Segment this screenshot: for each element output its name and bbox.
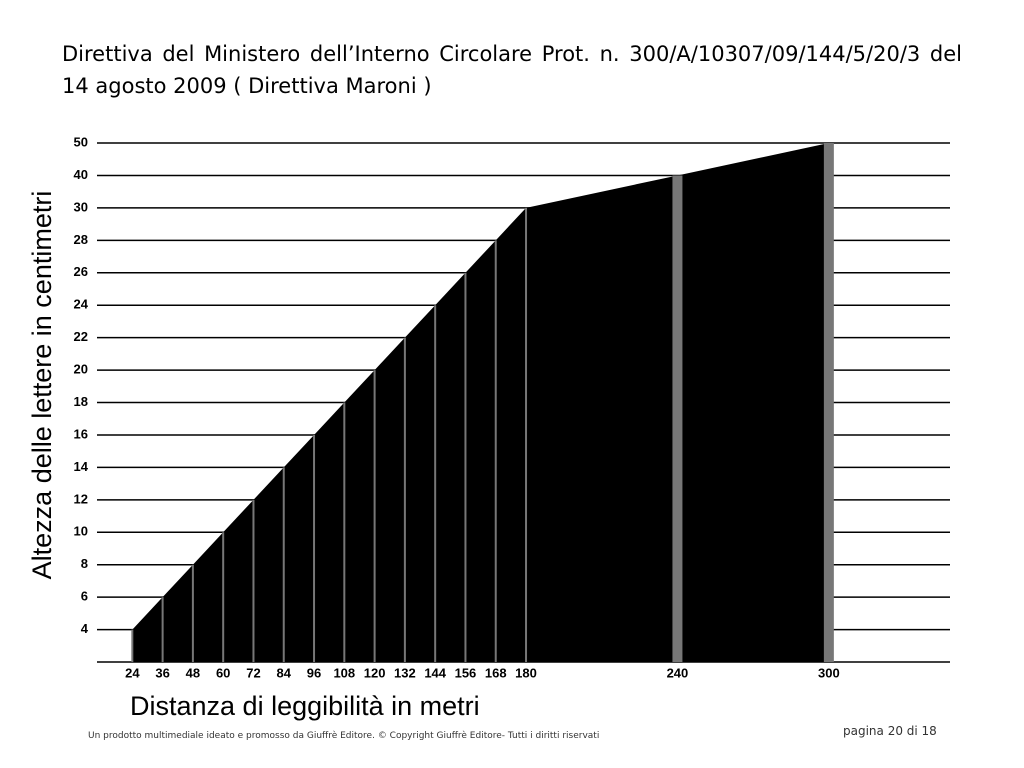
page-number: pagina 20 di 18 xyxy=(843,724,937,738)
y-tick-label: 24 xyxy=(74,297,89,312)
y-tick-label: 30 xyxy=(74,199,88,214)
x-axis-title: Distanza di leggibilità in metri xyxy=(130,691,480,721)
y-axis-title: Altezza delle lettere in centimetri xyxy=(27,191,57,580)
x-tick-label: 108 xyxy=(333,665,355,680)
y-tick-label: 16 xyxy=(74,426,88,441)
x-tick-label: 36 xyxy=(155,665,169,680)
y-tick-label: 8 xyxy=(81,556,88,571)
y-tick-label: 6 xyxy=(81,589,88,604)
y-tick-label: 28 xyxy=(74,232,88,247)
y-tick-label: 22 xyxy=(74,329,88,344)
y-tick-label: 40 xyxy=(74,167,88,182)
x-tick-label: 48 xyxy=(186,665,200,680)
x-tick-label: 300 xyxy=(818,665,840,680)
y-tick-label: 10 xyxy=(74,524,88,539)
x-tick-label: 72 xyxy=(246,665,260,680)
y-tick-label: 4 xyxy=(81,621,89,636)
x-tick-label: 132 xyxy=(394,665,416,680)
y-tick-label: 18 xyxy=(74,394,88,409)
x-tick-label: 84 xyxy=(277,665,292,680)
x-tick-label: 60 xyxy=(216,665,230,680)
x-tick-label: 156 xyxy=(455,665,477,680)
y-tick-label: 14 xyxy=(74,459,89,474)
x-tick-label: 240 xyxy=(667,665,689,680)
x-tick-label: 144 xyxy=(424,665,446,680)
area xyxy=(132,143,829,662)
y-tick-label: 50 xyxy=(74,134,88,149)
x-tick-label: 96 xyxy=(307,665,321,680)
x-tick-label: 180 xyxy=(515,665,537,680)
x-tick-label: 168 xyxy=(485,665,507,680)
y-tick-label: 12 xyxy=(74,491,88,506)
slide-title: Direttiva del Ministero dell’Interno Cir… xyxy=(62,42,962,98)
y-tick-label: 20 xyxy=(74,362,88,377)
footer-note: Un prodotto multimediale ideato e promos… xyxy=(88,731,600,741)
x-tick-label: 120 xyxy=(364,665,386,680)
x-tick-label: 24 xyxy=(125,665,140,680)
y-tick-label: 26 xyxy=(74,264,88,279)
